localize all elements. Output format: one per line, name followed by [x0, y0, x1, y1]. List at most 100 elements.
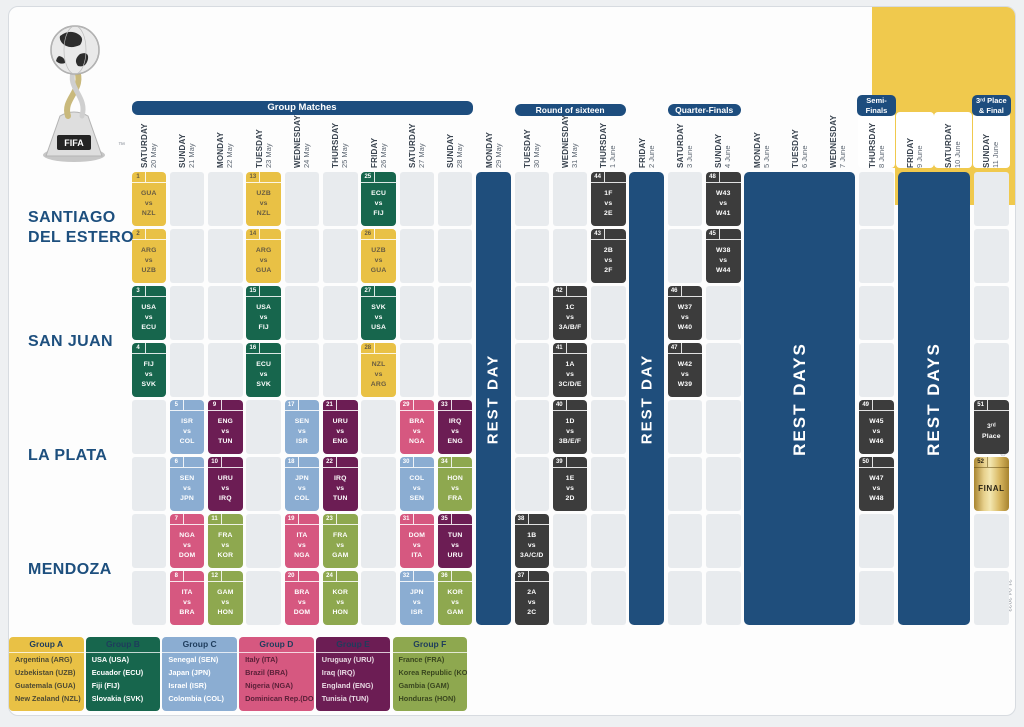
match-number: 3 [132, 286, 146, 296]
grid-cell [974, 229, 1009, 283]
match-number: 47 [668, 343, 682, 353]
grid-cell [859, 343, 894, 397]
section-header-0: Group Matches [131, 101, 473, 115]
match-number: 20 [285, 571, 299, 581]
grid-cell [859, 571, 894, 625]
grid-cell [974, 286, 1009, 340]
match-number-strip: 15 [246, 286, 281, 297]
match-number: 30 [400, 457, 414, 467]
legend-team: Italy (ITA) [245, 655, 278, 664]
legend-team: Senegal (SEN) [168, 655, 219, 664]
match-number: 29 [400, 400, 414, 410]
match-cell-39: 39 1E vs 2D [552, 457, 588, 511]
grid-cell [514, 286, 550, 340]
match-cell-7: 7 NGA vs DOM [169, 514, 205, 568]
match-teams: BRA vs DOM [293, 588, 311, 617]
grid-cell [323, 172, 358, 226]
grid-cell [974, 343, 1009, 397]
match-number-strip: 38 [514, 514, 550, 525]
match-number: 16 [246, 343, 261, 353]
match-number: 4 [132, 343, 146, 353]
grid-cell [131, 400, 167, 454]
section-header-2: Quarter-Finals [667, 104, 741, 116]
match-cell-23: 23 FRA vs GAM [323, 514, 358, 568]
match-teams: KOR vs HON [332, 588, 349, 617]
grid-cell [169, 343, 205, 397]
match-cell-17: 17 SEN vs ISR [284, 400, 320, 454]
match-number-strip: 32 [399, 571, 435, 582]
match-cell-31: 31 DOM vs ITA [399, 514, 435, 568]
legend-team: Brazil (BRA) [245, 668, 288, 677]
match-teams: ITA vs NGA [294, 531, 310, 560]
grid-cell [399, 343, 435, 397]
grid-cell [552, 172, 588, 226]
grid-cell [706, 457, 741, 511]
match-number: 50 [859, 457, 874, 467]
match-number-strip: 24 [323, 571, 358, 582]
match-number-strip: 43 [591, 229, 626, 240]
match-number-strip: 35 [437, 514, 473, 525]
match-cell-32: 32 JPN vs ISR [399, 571, 435, 625]
match-cell-51: 51 3ʳᵈ Place [974, 400, 1009, 454]
match-teams: ECU vs SVK [256, 360, 272, 389]
match-cell-22: 22 IRQ vs TUN [323, 457, 358, 511]
match-number-strip: 16 [246, 343, 281, 354]
rest-bar-2: REST DAYS [744, 172, 856, 625]
match-teams: ITA vs BRA [179, 588, 195, 617]
venue-label-0: SANTIAGO DEL ESTERO [28, 208, 134, 246]
fifa-u20-trophy-logo: FIFA [43, 25, 105, 162]
match-cell-50: 50 W47 vs W48 [859, 457, 894, 511]
match-number: 17 [285, 400, 299, 410]
match-teams: KOR vs GAM [446, 588, 464, 617]
match-number: 48 [706, 172, 720, 182]
match-number: 18 [285, 457, 299, 467]
match-number: 24 [323, 571, 337, 581]
match-number: 13 [246, 172, 261, 182]
match-cell-6: 6 SEN vs JPN [169, 457, 205, 511]
match-cell-5: 5 ISR vs COL [169, 400, 205, 454]
match-number-strip: 19 [284, 514, 320, 525]
match-number-strip: 41 [552, 343, 588, 354]
match-cell-12: 12 GAM vs HON [208, 571, 243, 625]
grid-cell [591, 286, 626, 340]
grid-cell [667, 172, 703, 226]
match-cell-20: 20 BRA vs DOM [284, 571, 320, 625]
legend-group-title: Group F [392, 637, 467, 653]
grid-cell [323, 343, 358, 397]
grid-cell [514, 457, 550, 511]
match-cell-35: 35 TUN vs URU [437, 514, 473, 568]
match-number-strip: 17 [284, 400, 320, 411]
match-cell-14: 14 ARG vs GUA [246, 229, 281, 283]
legend-group-6: Group F France (FRA) Korea Republic (KOR) G… [392, 637, 467, 711]
match-cell-24: 24 KOR vs HON [323, 571, 358, 625]
grid-cell [706, 343, 741, 397]
match-teams: NGA vs DOM [178, 531, 196, 560]
match-number: 26 [361, 229, 376, 239]
match-number: 37 [515, 571, 529, 581]
match-cell-8: 8 ITA vs BRA [169, 571, 205, 625]
match-teams: USA vs FIJ [256, 303, 272, 332]
rest-bar-1: REST DAY [629, 172, 664, 625]
match-teams: 2A vs 2C [527, 588, 537, 617]
match-cell-37: 37 2A vs 2C [514, 571, 550, 625]
match-teams: GAM vs HON [217, 588, 234, 617]
grid-cell [323, 229, 358, 283]
match-number-strip: 1 [131, 172, 167, 183]
match-cell-18: 18 JPN vs COL [284, 457, 320, 511]
match-number: 42 [553, 286, 567, 296]
match-teams: SEN vs JPN [179, 474, 195, 503]
legend-team: New Zealand (NZL) [15, 694, 81, 703]
legend-group-4: Group D Italy (ITA) Brazil (BRA) Nigeria (N… [239, 637, 314, 711]
match-cell-42: 42 1C vs 3A/B/F [552, 286, 588, 340]
match-cell-26: 26 UZB vs GUA [361, 229, 396, 283]
grid-cell [552, 229, 588, 283]
match-cell-44: 44 1F vs 2E [591, 172, 626, 226]
rest-bar-3: REST DAYS [897, 172, 971, 625]
match-number-strip: 6 [169, 457, 205, 468]
match-number: 36 [438, 571, 452, 581]
grid-cell [437, 229, 473, 283]
legend-team: Dominican Rep.(DOM) [245, 694, 314, 703]
grid-cell [437, 286, 473, 340]
match-number: 10 [208, 457, 223, 467]
grid-cell [399, 172, 435, 226]
